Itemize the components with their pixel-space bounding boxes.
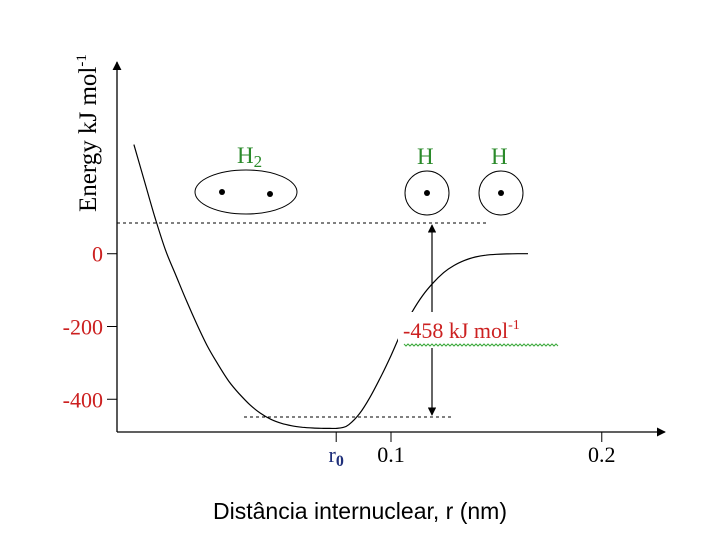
potential-energy-curve bbox=[133, 144, 528, 430]
y-tick-label: 0 bbox=[92, 242, 103, 267]
spellcheck-squiggle bbox=[403, 343, 559, 347]
atom-2-circle bbox=[478, 170, 524, 216]
h2-molecule-label: H2 bbox=[237, 143, 262, 171]
energy-label-background bbox=[398, 312, 566, 348]
x-axis-title: Distância internuclear, r (nm) bbox=[213, 498, 507, 524]
energy-label: -458 kJ mol-1 bbox=[403, 318, 520, 343]
h2-molecule-illustration: H2 bbox=[194, 143, 298, 215]
y-ticks: 0 -200 -400 bbox=[63, 242, 117, 412]
separated-atom-1: H bbox=[404, 144, 450, 216]
y-tick-label: -200 bbox=[63, 314, 103, 339]
y-axis-title: Energy kJ mol-1 bbox=[74, 54, 102, 212]
x-tick-label: r0 bbox=[329, 442, 344, 470]
atom-1-circle bbox=[404, 170, 450, 216]
h2-molecule-ellipse bbox=[194, 169, 298, 215]
h2-nucleus-left bbox=[219, 189, 225, 195]
atom-2-nucleus bbox=[498, 190, 504, 196]
atom-2-label: H bbox=[491, 144, 508, 169]
separated-atom-2: H bbox=[478, 144, 524, 216]
x-tick-label: 0.1 bbox=[377, 442, 405, 467]
x-ticks: r0 0.1 0.2 bbox=[329, 432, 616, 470]
atom-1-nucleus bbox=[424, 190, 430, 196]
atom-1-label: H bbox=[417, 144, 434, 169]
x-tick-label: 0.2 bbox=[588, 442, 616, 467]
y-tick-label: -400 bbox=[63, 387, 103, 412]
h2-nucleus-right bbox=[267, 191, 273, 197]
